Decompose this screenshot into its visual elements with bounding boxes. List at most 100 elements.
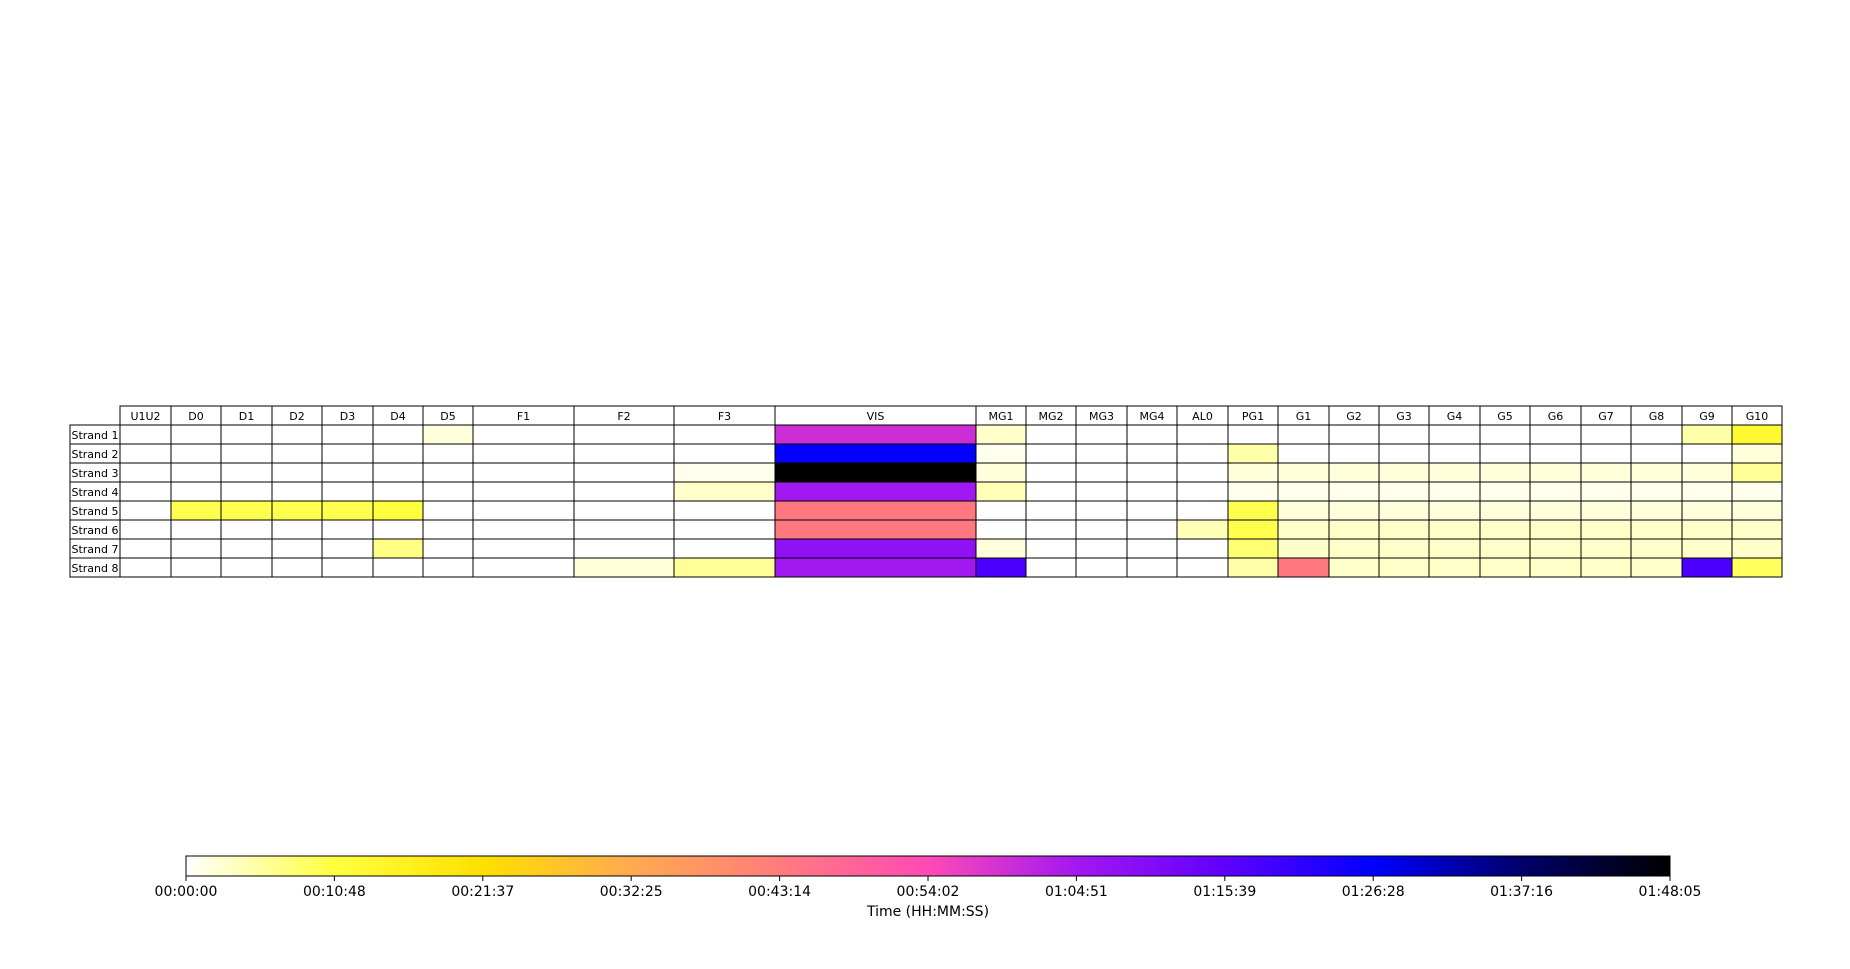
heatmap-cell [422,424,474,445]
heatmap-cell [1126,557,1178,578]
heatmap-cell [1075,424,1128,445]
heatmap-cell [774,481,977,502]
column-header-label: G1 [1296,410,1312,423]
heatmap-cell [1227,462,1279,483]
heatmap-cell [1176,500,1229,521]
heatmap-cell [1630,538,1683,559]
heatmap-cell [573,481,675,502]
heatmap-cell [1731,538,1783,559]
colorbar-tick-label: 01:37:16 [1490,884,1553,900]
colorbar-tick-label: 01:15:39 [1193,884,1256,900]
column-header-label: PG1 [1242,410,1264,423]
heatmap-cell [975,538,1027,559]
heatmap-cell [1378,500,1430,521]
heatmap-cell [1529,481,1582,502]
heatmap-cell [170,424,222,445]
column-header-label: G2 [1346,410,1362,423]
column-header-label: MG1 [988,410,1013,423]
heatmap-cell [1479,557,1531,578]
heatmap-cell [673,500,776,521]
heatmap-cell [1075,519,1128,540]
heatmap-cell [1580,557,1632,578]
heatmap-cell [1025,462,1077,483]
heatmap-cell [472,519,575,540]
heatmap-cell [975,481,1027,502]
colorbar-tick-label: 00:54:02 [897,884,960,900]
heatmap-cell [372,557,424,578]
heatmap-cell [422,519,474,540]
heatmap-cell [1126,519,1178,540]
heatmap-cell [1075,557,1128,578]
heatmap-cell [1025,500,1077,521]
heatmap-cell [422,500,474,521]
heatmap-cell [220,500,273,521]
heatmap-cell [1529,443,1582,464]
heatmap-cell [372,538,424,559]
heatmap-cell [472,557,575,578]
heatmap-cell [170,519,222,540]
heatmap-cell [1277,557,1330,578]
row-header-label: Strand 8 [71,562,118,575]
column-header-label: D0 [188,410,203,423]
heatmap-cell [1227,500,1279,521]
heatmap-cell [1227,424,1279,445]
colorbar-tick-label: 00:21:37 [451,884,514,900]
heatmap-cell [1479,481,1531,502]
heatmap-cell [573,500,675,521]
heatmap-cell [1681,462,1733,483]
heatmap-cell [573,538,675,559]
heatmap-cell [220,538,273,559]
heatmap-cell [1630,462,1683,483]
heatmap-cell [1731,481,1783,502]
heatmap-cell [1479,519,1531,540]
column-header-label: MG4 [1139,410,1164,423]
heatmap-cell [1479,500,1531,521]
heatmap-cell [119,519,172,540]
heatmap-cell [170,481,222,502]
heatmap-cell [1580,481,1632,502]
heatmap-cell [372,443,424,464]
column-header-label: G5 [1497,410,1513,423]
heatmap-cell [1378,519,1430,540]
heatmap-cell [1277,443,1330,464]
colorbar-ticks: 00:00:00 00:10:48 00:21:37 00:32:25 00:43:14… [155,876,1701,900]
heatmap-cell [673,424,776,445]
heatmap-cell [1479,538,1531,559]
heatmap-cell [1428,557,1481,578]
heatmap-cell [372,500,424,521]
heatmap-cell [1428,519,1481,540]
colorbar-tick-label: 00:32:25 [600,884,663,900]
heatmap-cell [1227,519,1279,540]
heatmap-cell [1681,500,1733,521]
heatmap-cell [321,538,374,559]
heatmap-cell [271,462,323,483]
heatmap-cell [1731,443,1783,464]
heatmap-cell [573,519,675,540]
column-header-label: G6 [1548,410,1564,423]
heatmap-cell [1277,500,1330,521]
heatmap-cell [673,481,776,502]
heatmap-cell [1075,481,1128,502]
colorbar-label: Time (HH:MM:SS) [866,904,989,920]
heatmap-cell [1227,443,1279,464]
heatmap-cell [271,500,323,521]
heatmap-cell [573,462,675,483]
column-header-label: F3 [718,410,731,423]
heatmap-cell [422,443,474,464]
heatmap-cell [1731,500,1783,521]
heatmap-cell [472,424,575,445]
column-header-label: F2 [617,410,630,423]
column-header-label: G9 [1699,410,1715,423]
heatmap-cell [1025,481,1077,502]
heatmap-cell [673,519,776,540]
heatmap-cell [673,462,776,483]
heatmap-cell [1479,424,1531,445]
heatmap-cell [673,443,776,464]
row-header-label: Strand 1 [71,429,118,442]
heatmap-cell [673,538,776,559]
column-header-label: D4 [390,410,405,423]
column-header-label: U1U2 [130,410,160,423]
heatmap-cell [1630,424,1683,445]
heatmap-cell [1378,462,1430,483]
